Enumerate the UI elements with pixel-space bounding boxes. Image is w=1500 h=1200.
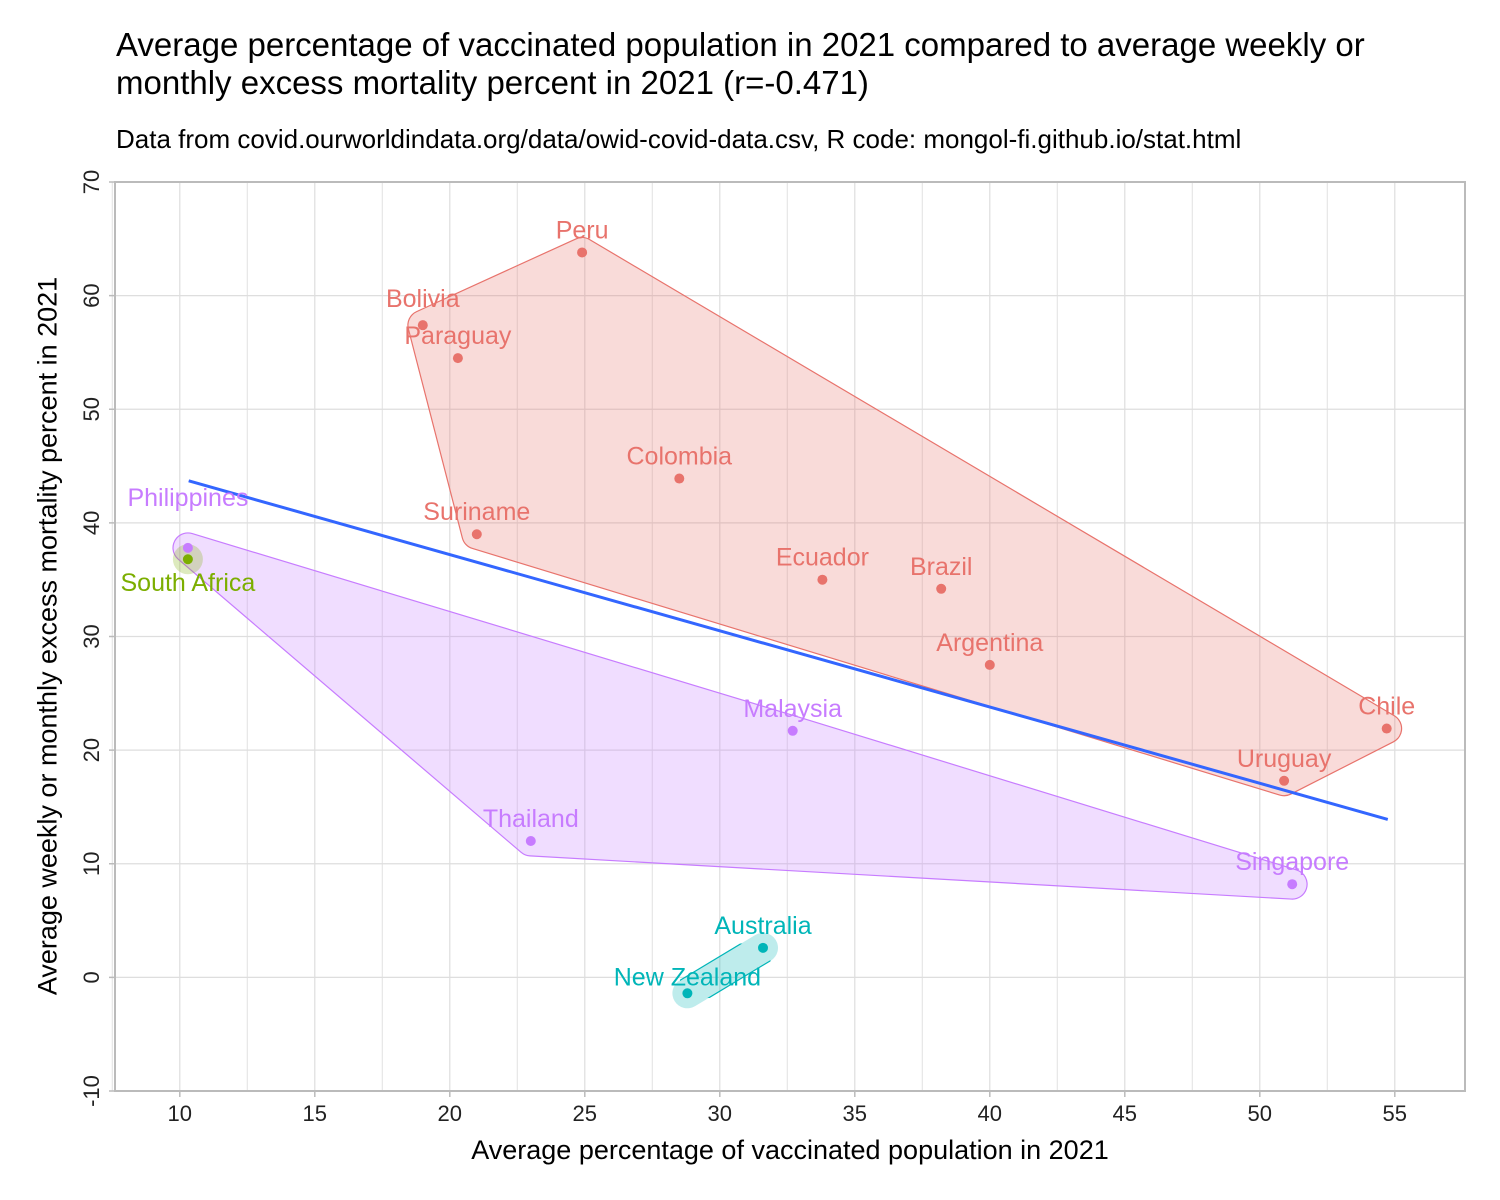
y-tick-label: 70 <box>79 170 104 194</box>
x-tick-label: 10 <box>168 1101 192 1126</box>
y-tick-label: 60 <box>79 283 104 307</box>
point-label: Paraguay <box>404 322 512 350</box>
x-tick-label: 45 <box>1113 1101 1137 1126</box>
data-point <box>452 353 463 364</box>
y-tick-label: 50 <box>79 397 104 421</box>
point-label: Ecuador <box>776 544 869 572</box>
data-point <box>182 542 193 553</box>
data-point <box>1279 775 1290 786</box>
data-point <box>758 942 768 953</box>
point-label: Brazil <box>910 553 973 581</box>
point-label: Peru <box>556 216 609 244</box>
data-point <box>984 659 995 670</box>
data-point <box>787 725 798 736</box>
point-label: Colombia <box>626 443 732 471</box>
data-point <box>577 247 588 258</box>
y-tick-label: 10 <box>79 852 104 876</box>
point-label: New Zealand <box>614 963 761 991</box>
data-point <box>1381 723 1392 734</box>
data-point <box>182 554 193 565</box>
x-tick-label: 55 <box>1383 1101 1407 1126</box>
y-tick-label: -10 <box>79 1075 104 1107</box>
point-label: Singapore <box>1235 848 1349 876</box>
data-point <box>817 574 828 585</box>
point-label: Philippines <box>127 484 248 512</box>
point-label: Uruguay <box>1237 745 1332 773</box>
y-axis-label: Average weekly or monthly excess mortali… <box>32 276 63 996</box>
data-point <box>936 583 947 594</box>
point-label: Suriname <box>423 498 530 526</box>
point-label: Chile <box>1358 693 1415 721</box>
chart-title: Average percentage of vaccinated populat… <box>116 26 1365 101</box>
y-tick-label: 0 <box>79 971 104 983</box>
x-tick-label: 30 <box>708 1101 732 1126</box>
x-tick-label: 20 <box>438 1101 462 1126</box>
point-label: Argentina <box>936 629 1043 657</box>
y-tick-label: 40 <box>79 511 104 535</box>
point-label: Thailand <box>483 805 579 833</box>
data-point <box>525 836 536 847</box>
regression-line <box>188 479 1389 821</box>
x-tick-label: 50 <box>1248 1101 1272 1126</box>
chart-subtitle: Data from covid.ourworldindata.org/data/… <box>116 124 1242 154</box>
point-label: Bolivia <box>386 285 460 313</box>
plot-border <box>114 181 1466 1092</box>
data-point <box>682 988 693 999</box>
x-tick-label: 15 <box>303 1101 327 1126</box>
point-label: South Africa <box>120 569 255 597</box>
hull-outline-red <box>407 236 1403 797</box>
x-tick-label: 40 <box>978 1101 1002 1126</box>
y-tick-label: 30 <box>79 624 104 648</box>
x-axis-label: Average percentage of vaccinated populat… <box>471 1135 1109 1165</box>
data-point <box>471 529 482 540</box>
data-point <box>417 320 428 331</box>
y-tick-label: 20 <box>79 738 104 762</box>
point-label: Australia <box>714 912 811 940</box>
data-point <box>1287 879 1298 890</box>
data-point <box>674 473 685 484</box>
point-label: Malaysia <box>743 695 842 723</box>
x-tick-label: 25 <box>573 1101 597 1126</box>
x-tick-label: 35 <box>843 1101 867 1126</box>
